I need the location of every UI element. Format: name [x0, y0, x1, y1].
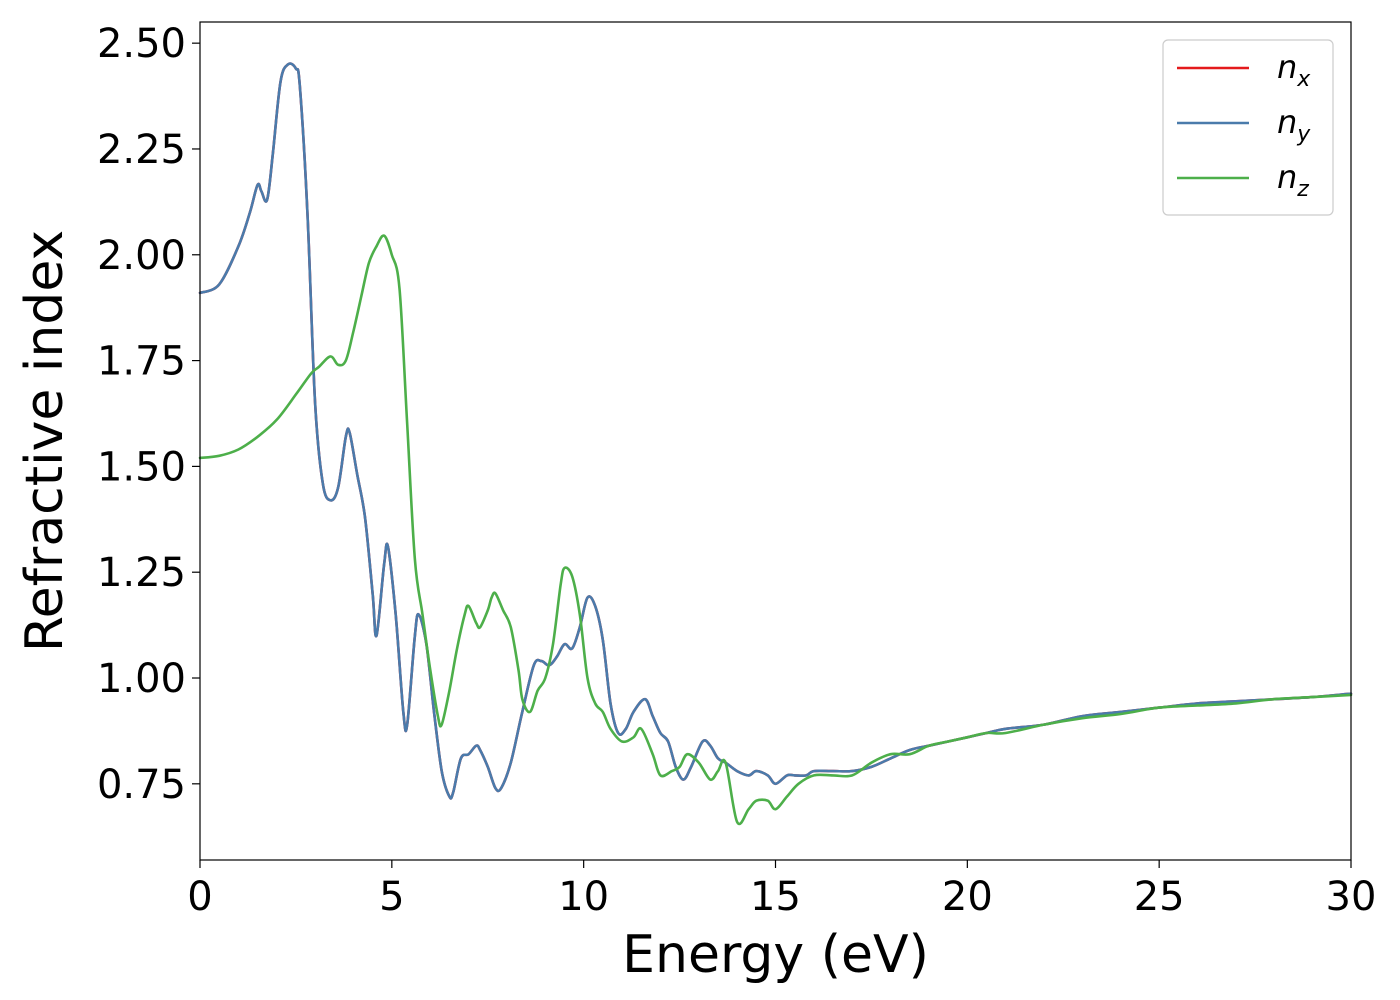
y-tick-label: 1.25 [97, 550, 186, 596]
y-tick-label: 2.25 [97, 127, 186, 173]
y-tick-label: 0.75 [97, 762, 186, 808]
y-tick-label: 2.50 [97, 21, 186, 67]
x-tick-label: 15 [750, 874, 801, 920]
series-line-ny [198, 62, 1353, 800]
x-tick-label: 0 [187, 874, 212, 920]
x-tick-label: 25 [1134, 874, 1185, 920]
x-axis-ticks: 0 5 10 15 20 25 30 [187, 860, 1376, 920]
y-tick-label: 2.00 [97, 233, 186, 279]
x-tick-label: 20 [942, 874, 993, 920]
y-tick-label: 1.00 [97, 656, 186, 702]
x-tick-label: 10 [558, 874, 609, 920]
x-axis-label: Energy (eV) [622, 925, 929, 985]
x-tick-label: 30 [1326, 874, 1377, 920]
x-tick-label: 5 [379, 874, 404, 920]
y-tick-label: 1.50 [97, 444, 186, 490]
y-axis-ticks: 0.75 1.00 1.25 1.50 1.75 2.00 2.25 2.50 [97, 21, 200, 808]
legend-box [1162, 39, 1334, 216]
series-line-nz [198, 234, 1353, 826]
series-layer [198, 62, 1353, 826]
y-axis-label: Refractive index [15, 230, 75, 652]
y-tick-label: 1.75 [97, 339, 186, 385]
